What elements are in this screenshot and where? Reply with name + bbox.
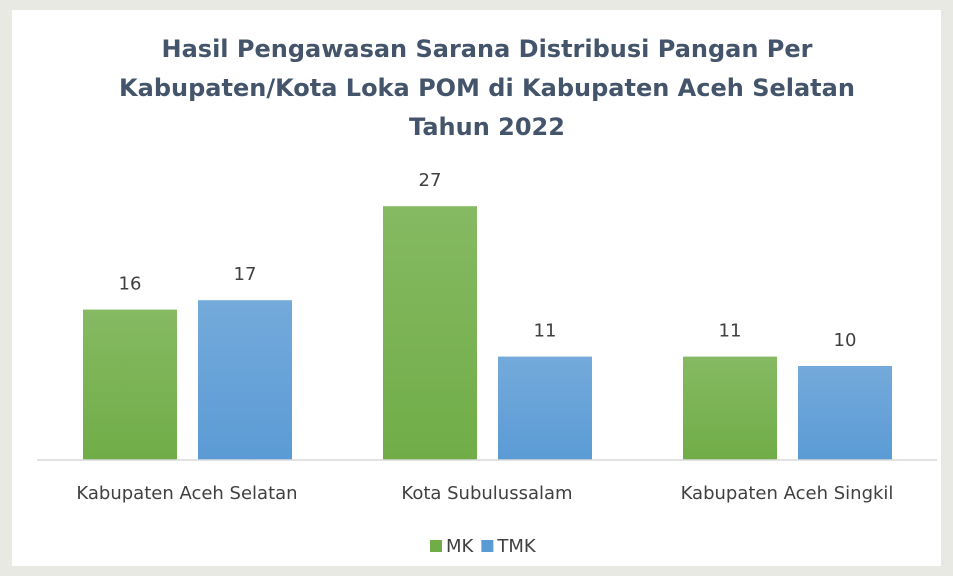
chart-title: Kabupaten/Kota Loka POM di Kabupaten Ace… <box>119 74 855 102</box>
legend-label: TMK <box>496 536 537 557</box>
legend-swatch <box>481 540 494 552</box>
bar <box>383 206 477 460</box>
bar <box>498 356 592 460</box>
bar <box>683 356 777 460</box>
data-label: 11 <box>719 321 742 342</box>
bar <box>198 300 292 460</box>
x-tick-label: Kabupaten Aceh Singkil <box>681 483 894 504</box>
x-tick-label: Kabupaten Aceh Selatan <box>76 483 297 504</box>
data-label: 27 <box>419 170 442 191</box>
data-label: 17 <box>234 264 257 285</box>
x-tick-label: Kota Subulussalam <box>401 483 572 504</box>
legend-label: MK <box>446 536 475 557</box>
bar <box>83 309 177 460</box>
legend-swatch <box>430 540 442 552</box>
chart-title: Hasil Pengawasan Sarana Distribusi Panga… <box>162 35 813 63</box>
chart-title: Tahun 2022 <box>409 113 565 141</box>
data-label: 16 <box>119 274 142 295</box>
data-label: 10 <box>834 330 857 351</box>
data-label: 11 <box>534 321 557 342</box>
bar <box>798 366 892 460</box>
